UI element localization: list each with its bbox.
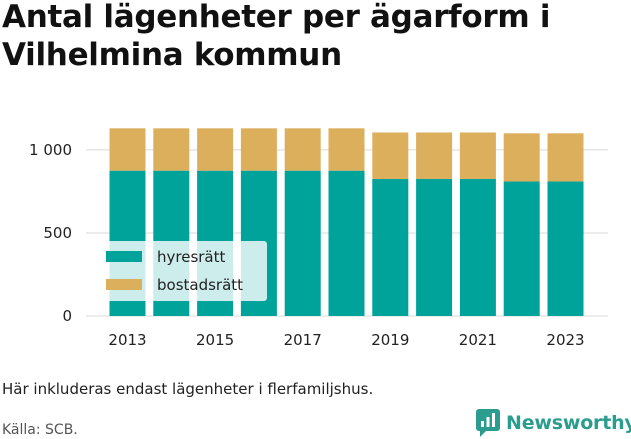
bar-hyresratt-2018	[328, 170, 365, 316]
bar-hyresratt-2021	[459, 178, 496, 316]
chart-title: Antal lägenheter per ägarform i Vilhelmi…	[2, 0, 551, 73]
legend-label-hyresratt: hyresrätt	[157, 248, 226, 266]
bar-bostadsratt-2014	[153, 128, 190, 171]
x-tick-label: 2021	[459, 331, 497, 349]
brand-logo: Newsworthy	[476, 408, 631, 438]
x-tick-label: 2015	[196, 331, 234, 349]
newsworthy-logo-icon	[476, 409, 500, 437]
x-tick-label: 2013	[108, 331, 146, 349]
legend: hyresrätt bostadsrätt	[96, 241, 267, 301]
brand-name: Newsworthy	[506, 412, 631, 434]
chart-note: Här inkluderas endast lägenheter i flerf…	[2, 380, 374, 398]
bar-bostadsratt-2017	[284, 128, 321, 171]
x-tick-label: 2019	[371, 331, 409, 349]
bar-bostadsratt-2021	[459, 132, 496, 179]
bar-hyresratt-2020	[416, 178, 453, 316]
bar-bostadsratt-2023	[547, 133, 584, 182]
bar-bostadsratt-2019	[372, 132, 409, 179]
stacked-bar-chart: 0 500 1 000 2013 2015 2017 2019 2021 2023 hyresr…	[29, 128, 608, 349]
legend-swatch-bostadsratt	[106, 279, 142, 290]
bar-bostadsratt-2013	[109, 128, 146, 171]
legend-swatch-hyresratt	[106, 251, 142, 262]
bar-hyresratt-2022	[503, 181, 540, 316]
bar-bostadsratt-2022	[503, 133, 540, 182]
bar-hyresratt-2023	[547, 181, 584, 316]
legend-label-bostadsratt: bostadsrätt	[157, 276, 243, 294]
source-text: Källa: SCB.	[2, 422, 78, 438]
y-tick-label: 500	[43, 224, 72, 242]
x-tick-label: 2023	[546, 331, 584, 349]
bar-bostadsratt-2018	[328, 128, 365, 171]
bar-bostadsratt-2020	[416, 132, 453, 179]
axis-labels: 0 500 1 000 2013 2015 2017 2019 2021 2023	[29, 141, 585, 349]
x-tick-label: 2017	[284, 331, 322, 349]
bar-bostadsratt-2015	[197, 128, 234, 171]
bar-hyresratt-2019	[372, 178, 409, 316]
y-tick-label: 0	[62, 307, 72, 325]
bar-hyresratt-2017	[284, 170, 321, 316]
bar-bostadsratt-2016	[240, 128, 277, 171]
y-tick-label: 1 000	[29, 141, 72, 159]
